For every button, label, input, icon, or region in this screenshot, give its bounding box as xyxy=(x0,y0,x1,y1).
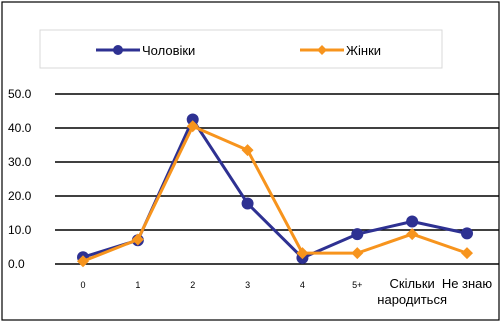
x-tick-label: 0 xyxy=(80,280,85,290)
data-point xyxy=(186,113,199,126)
data-point xyxy=(351,228,364,241)
data-point xyxy=(241,144,254,157)
data-point xyxy=(461,227,473,240)
data-point xyxy=(406,215,419,228)
x-tick-label: Скільки народиться xyxy=(377,276,447,307)
legend: Чоловіки Жінки xyxy=(96,43,381,58)
x-tick-label: Не знаю xyxy=(442,276,493,291)
y-tick-label: 20.0 xyxy=(8,189,32,203)
x-tick-label: 4 xyxy=(300,280,305,290)
x-tick-label: 5+ xyxy=(352,280,362,290)
legend-marker xyxy=(317,45,327,55)
gridlines xyxy=(55,93,499,265)
x-tick-label: 3 xyxy=(245,280,250,290)
data-point xyxy=(131,233,144,246)
legend-label: Жінки xyxy=(346,43,381,58)
legend-label: Чоловіки xyxy=(142,43,195,58)
y-axis-ticks: 0.0 10.0 20.0 30.0 40.0 50.0 xyxy=(8,87,32,271)
data-point xyxy=(186,120,199,133)
data-point xyxy=(296,247,309,260)
data-point xyxy=(241,197,254,210)
data-point xyxy=(351,247,364,260)
y-tick-label: 40.0 xyxy=(8,121,32,135)
y-tick-label: 30.0 xyxy=(8,155,32,169)
legend-marker xyxy=(113,45,123,55)
data-point xyxy=(77,255,89,268)
y-tick-label: 10.0 xyxy=(8,223,32,237)
x-tick-label: 1 xyxy=(135,280,140,290)
series-lines xyxy=(77,113,473,268)
data-point xyxy=(461,247,473,260)
x-tick-label: 2 xyxy=(190,280,195,290)
y-tick-label: 0.0 xyxy=(8,257,25,271)
y-tick-label: 50.0 xyxy=(8,87,32,101)
data-point xyxy=(406,228,419,241)
series-line-2 xyxy=(82,124,468,263)
